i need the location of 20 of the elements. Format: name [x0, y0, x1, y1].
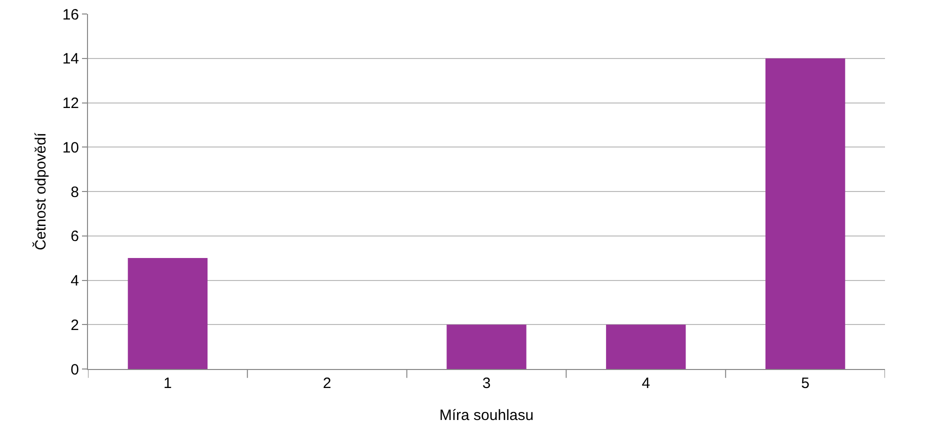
bar — [128, 258, 208, 369]
y-tick-label: 2 — [70, 316, 79, 334]
y-tick-label: 12 — [62, 95, 79, 112]
y-tick-label: 6 — [70, 228, 79, 246]
y-axis-title: Četnost odpovědí — [32, 132, 50, 250]
x-tick-label: 5 — [801, 375, 810, 392]
x-tick-label: 2 — [322, 375, 332, 392]
bar — [765, 58, 846, 369]
x-tick-label: 4 — [642, 375, 650, 392]
y-tick-label: 4 — [70, 272, 79, 290]
x-axis-title: Míra souhlasu — [439, 407, 534, 424]
y-tick-label: 16 — [62, 6, 79, 24]
x-tick-label: 1 — [164, 375, 172, 392]
y-tick-label: 14 — [62, 50, 79, 68]
bar — [606, 324, 686, 369]
y-tick-label: 10 — [62, 139, 79, 156]
bar — [446, 324, 526, 369]
y-tick-label: 0 — [70, 361, 79, 378]
x-tick-label: 3 — [482, 375, 491, 392]
y-tick-label: 8 — [70, 184, 79, 201]
